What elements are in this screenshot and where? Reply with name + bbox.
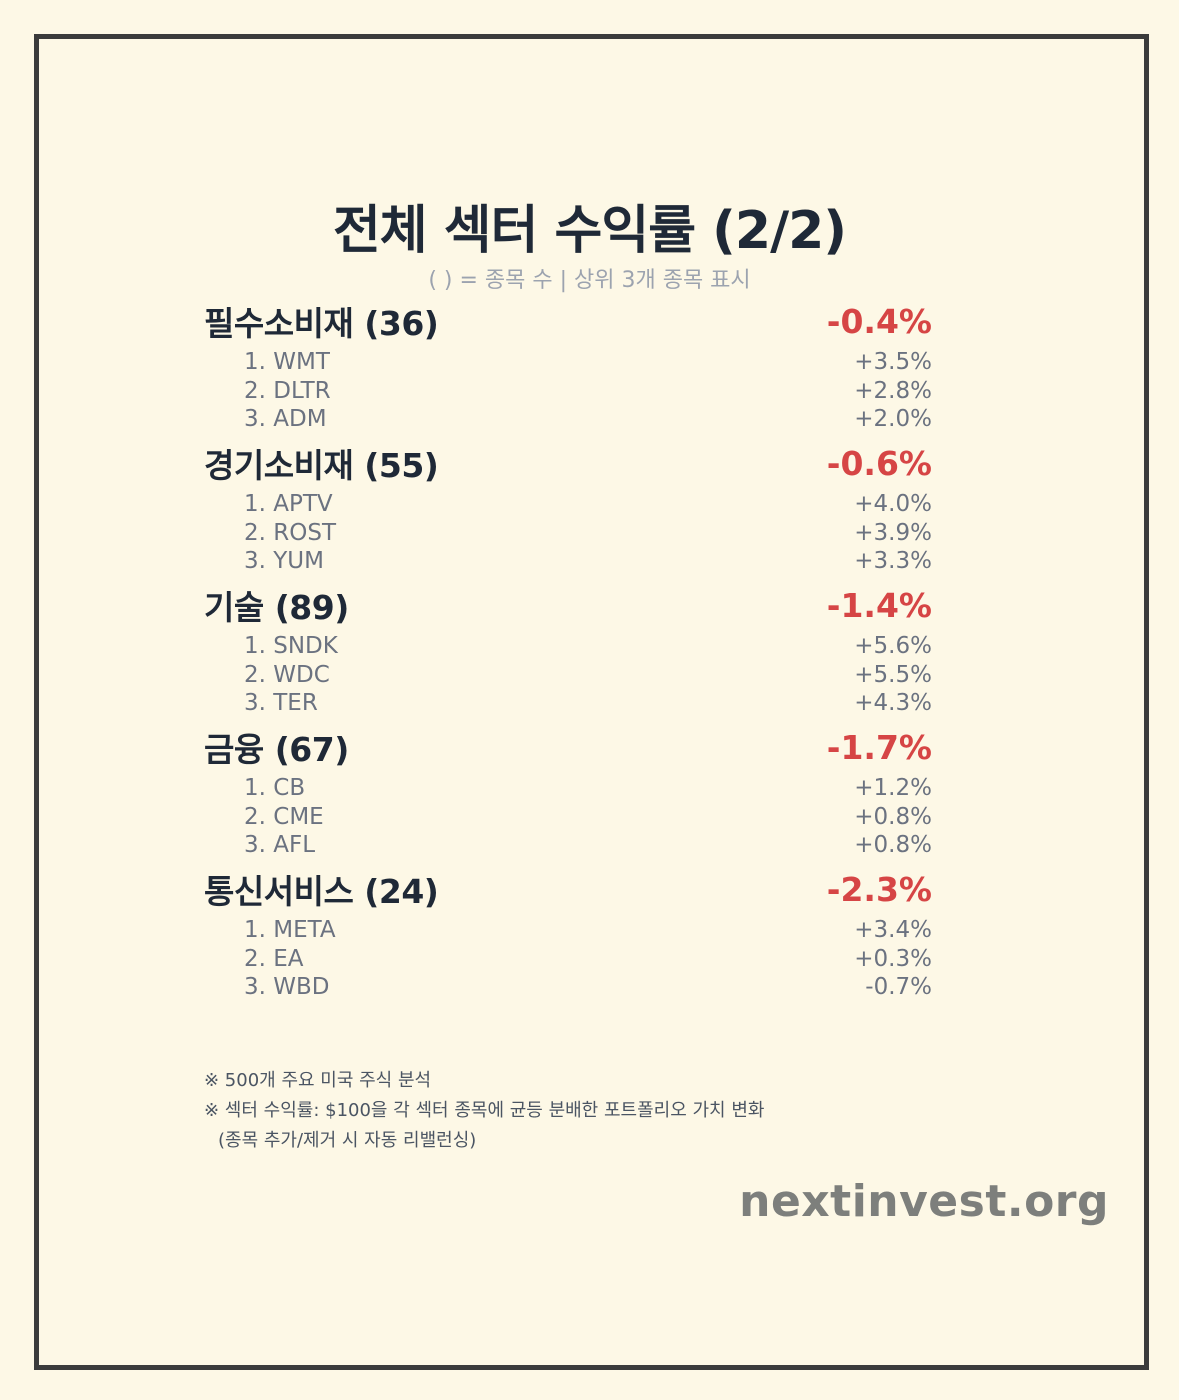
sector-return: -1.7% xyxy=(826,727,932,767)
footnote-line: ※ 섹터 수익률: $100을 각 섹터 종목에 균등 분배한 포트폴리오 가치… xyxy=(204,1100,765,1121)
sector-header: 통신서비스 (24) -2.3% xyxy=(204,866,932,912)
stock-row: 1. META +3.4% xyxy=(204,916,932,945)
stock-list: 1. WMT +3.5% 2. DLTR +2.8% 3. ADM +2.0% xyxy=(204,348,932,434)
sector-return: -0.6% xyxy=(826,443,932,483)
sector-block: 통신서비스 (24) -2.3% 1. META +3.4% 2. EA +0.… xyxy=(204,866,932,1008)
stock-return: +3.3% xyxy=(854,548,932,575)
stock-row: 2. EA +0.3% xyxy=(204,945,932,974)
sector-name: 통신서비스 (24) xyxy=(204,872,439,911)
stock-return: +4.0% xyxy=(854,491,932,518)
stock-label: 1. APTV xyxy=(244,491,333,518)
sector-list: 필수소비재 (36) -0.4% 1. WMT +3.5% 2. DLTR +2… xyxy=(204,298,932,1008)
stock-list: 1. CB +1.2% 2. CME +0.8% 3. AFL +0.8% xyxy=(204,774,932,860)
stock-label: 2. DLTR xyxy=(244,377,331,404)
stock-label: 2. ROST xyxy=(244,519,336,546)
sector-block: 필수소비재 (36) -0.4% 1. WMT +3.5% 2. DLTR +2… xyxy=(204,298,932,440)
stock-return: +1.2% xyxy=(854,775,932,802)
stock-label: 3. TER xyxy=(244,690,318,717)
sector-block: 금융 (67) -1.7% 1. CB +1.2% 2. CME +0.8% 3… xyxy=(204,724,932,866)
stock-row: 3. WBD -0.7% xyxy=(204,973,932,1002)
sector-header: 경기소비재 (55) -0.6% xyxy=(204,440,932,486)
stock-label: 2. WDC xyxy=(244,661,330,688)
stock-return: +0.8% xyxy=(854,832,932,859)
stock-return: +2.8% xyxy=(854,377,932,404)
stock-return: +5.6% xyxy=(854,633,932,660)
sector-block: 기술 (89) -1.4% 1. SNDK +5.6% 2. WDC +5.5%… xyxy=(204,582,932,724)
stock-return: +3.4% xyxy=(854,917,932,944)
stock-row: 3. ADM +2.0% xyxy=(204,405,932,434)
sector-name: 기술 (89) xyxy=(204,588,349,627)
stock-row: 3. AFL +0.8% xyxy=(204,831,932,860)
stock-label: 2. CME xyxy=(244,803,324,830)
sector-block: 경기소비재 (55) -0.6% 1. APTV +4.0% 2. ROST +… xyxy=(204,440,932,582)
stock-row: 1. SNDK +5.6% xyxy=(204,632,932,661)
stock-label: 1. CB xyxy=(244,775,306,802)
card-frame xyxy=(34,34,1149,1370)
stock-label: 3. WBD xyxy=(244,974,330,1001)
footnote-line: (종목 추가/제거 시 자동 리밸런싱) xyxy=(218,1130,477,1151)
stock-return: +4.3% xyxy=(854,690,932,717)
stock-label: 3. ADM xyxy=(244,406,327,433)
stock-row: 1. WMT +3.5% xyxy=(204,348,932,377)
sector-name: 필수소비재 (36) xyxy=(204,304,439,343)
stock-label: 1. WMT xyxy=(244,349,330,376)
stock-return: +0.8% xyxy=(854,803,932,830)
sector-header: 필수소비재 (36) -0.4% xyxy=(204,298,932,344)
sector-return: -1.4% xyxy=(826,585,932,625)
sector-name: 금융 (67) xyxy=(204,730,349,769)
stock-list: 1. APTV +4.0% 2. ROST +3.9% 3. YUM +3.3% xyxy=(204,490,932,576)
sector-header: 기술 (89) -1.4% xyxy=(204,582,932,628)
stock-label: 3. AFL xyxy=(244,832,316,859)
sector-header: 금융 (67) -1.7% xyxy=(204,724,932,770)
sector-return: -2.3% xyxy=(826,869,932,909)
page-title: 전체 섹터 수익률 (2/2) xyxy=(332,201,847,261)
stock-row: 1. CB +1.2% xyxy=(204,774,932,803)
stock-return: -0.7% xyxy=(865,974,932,1001)
stock-return: +0.3% xyxy=(854,945,932,972)
stock-list: 1. META +3.4% 2. EA +0.3% 3. WBD -0.7% xyxy=(204,916,932,1002)
stock-return: +5.5% xyxy=(854,661,932,688)
stock-list: 1. SNDK +5.6% 2. WDC +5.5% 3. TER +4.3% xyxy=(204,632,932,718)
stock-label: 1. SNDK xyxy=(244,633,338,660)
sector-return: -0.4% xyxy=(826,301,932,341)
stock-row: 1. APTV +4.0% xyxy=(204,490,932,519)
brand-url: nextinvest.org xyxy=(739,1176,1109,1227)
footnote-line: ※ 500개 주요 미국 주식 분석 xyxy=(204,1070,432,1091)
stock-row: 2. WDC +5.5% xyxy=(204,661,932,690)
stock-row: 3. TER +4.3% xyxy=(204,689,932,718)
page-subtitle: ( ) = 종목 수 | 상위 3개 종목 표시 xyxy=(428,268,751,293)
stock-row: 3. YUM +3.3% xyxy=(204,547,932,576)
stock-return: +3.5% xyxy=(854,349,932,376)
sector-name: 경기소비재 (55) xyxy=(204,446,439,485)
stock-label: 3. YUM xyxy=(244,548,324,575)
stock-label: 1. META xyxy=(244,917,336,944)
stock-row: 2. CME +0.8% xyxy=(204,803,932,832)
stock-row: 2. DLTR +2.8% xyxy=(204,377,932,406)
footnotes: ※ 500개 주요 미국 주식 분석 ※ 섹터 수익률: $100을 각 섹터 … xyxy=(204,1066,764,1156)
stock-label: 2. EA xyxy=(244,945,304,972)
stock-return: +3.9% xyxy=(854,519,932,546)
stock-return: +2.0% xyxy=(854,406,932,433)
stock-row: 2. ROST +3.9% xyxy=(204,519,932,548)
